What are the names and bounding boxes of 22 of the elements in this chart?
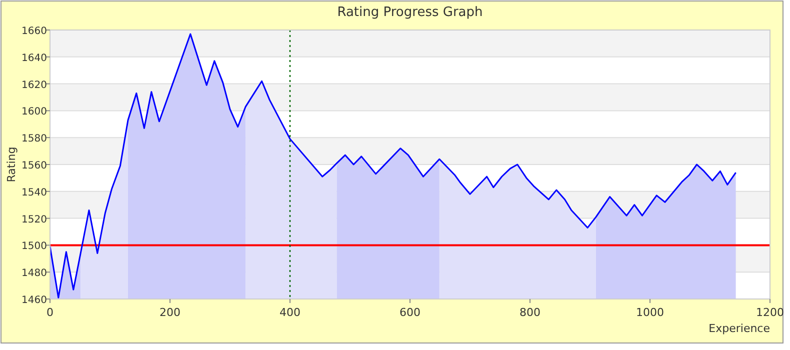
y-tick-label: 1640 [22, 52, 47, 64]
x-tick-label: 1000 [636, 306, 664, 319]
y-tick-label: 1460 [22, 295, 47, 306]
x-tick-label: 600 [400, 306, 420, 319]
y-tick-label: 1600 [22, 106, 47, 118]
y-tick-label: 1520 [22, 214, 47, 226]
y-tick-label: 1560 [22, 160, 47, 172]
y-tick-label: 1500 [22, 241, 47, 252]
x-tick-label: 800 [520, 306, 540, 319]
x-tick-label: 200 [160, 306, 180, 319]
y-tick-label: 1620 [22, 80, 47, 91]
y-tick-label: 1660 [22, 26, 47, 37]
line-series [49, 33, 737, 298]
x-axis-title: Experience [708, 322, 770, 335]
y-tick-label: 1580 [22, 134, 47, 145]
x-tick-label: 400 [280, 306, 300, 319]
chart-title: Rating Progress Graph [337, 5, 483, 20]
y-axis-title: Rating [5, 146, 18, 182]
y-tick-label: 1540 [22, 187, 47, 198]
x-tick-label: 1200 [756, 306, 784, 319]
x-tick-label: 0 [46, 306, 54, 319]
y-tick-label: 1480 [22, 268, 47, 280]
